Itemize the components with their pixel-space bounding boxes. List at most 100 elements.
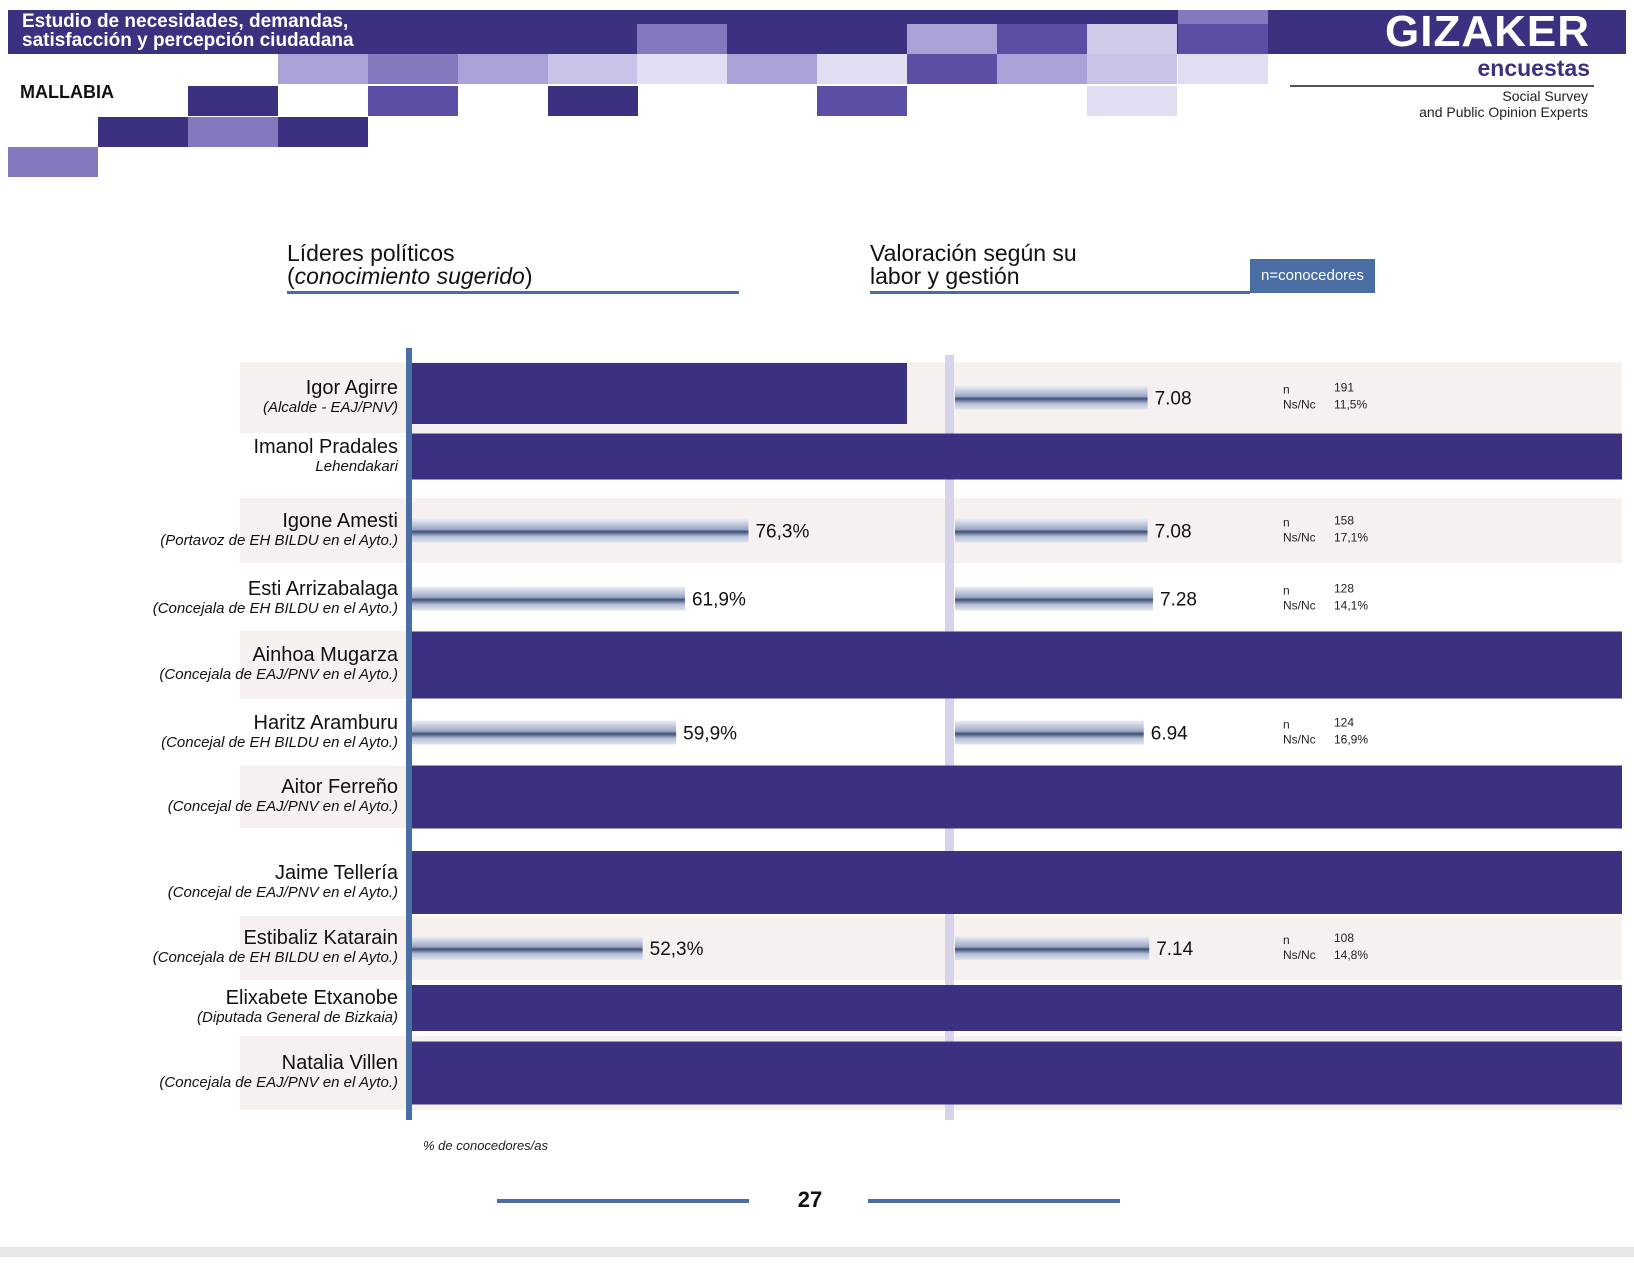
header-tile [817, 86, 907, 116]
left-section-title-line-2: (conocimiento sugerido) [287, 265, 532, 288]
rating-bar [955, 385, 1148, 410]
brand-tagline-line-2: and Public Opinion Experts [1419, 104, 1588, 120]
footer-rule-right [868, 1199, 1120, 1203]
header-tile [1087, 24, 1177, 54]
leader-role: (Alcalde - EAJ/PNV) [262, 398, 398, 416]
page-number: 27 [797, 1187, 823, 1212]
report-title-line-2: satisfacción y percepción ciudadana [22, 30, 354, 51]
leader-role: (Concejala de EH BILDU en el Ayto.) [152, 599, 398, 617]
nsnc-value: 17,1% [1334, 531, 1368, 545]
header-tile [278, 54, 368, 84]
n-label: n [1283, 933, 1290, 947]
rating-bar [955, 720, 1144, 745]
n-label: n [1283, 516, 1290, 530]
leader-role: (Concejala de EAJ/PNV en el Ayto.) [159, 1074, 398, 1091]
header-tile [907, 54, 997, 84]
brand-tagline-line-1: Social Survey [1502, 88, 1588, 104]
leader-name: Ainhoa Mugarza [252, 644, 398, 666]
leader-name: Igor Agirre [305, 376, 398, 399]
n-label: n [1283, 584, 1290, 598]
left-axis-line [406, 348, 412, 1120]
row-label: Elixabete Etxanobe (Diputada General de B… [100, 987, 398, 1026]
rating-value-label: 7.08 [1155, 389, 1192, 410]
nsnc-value: 14,1% [1334, 599, 1368, 613]
header-tile [188, 117, 278, 147]
rating-value-label: 7.08 [1155, 522, 1192, 543]
header-tile [907, 24, 997, 54]
left-section-title: Líderes políticos (conocimiento sugerido… [287, 242, 532, 288]
knowledge-value-label: 61,9% [692, 590, 746, 611]
right-axis-divider [945, 355, 954, 1120]
sample-badge: n=conocedores [1250, 259, 1375, 293]
header-tile [1178, 10, 1268, 24]
brand-tagline: Social Survey and Public Opinion Experts [1290, 88, 1588, 120]
header-tile [458, 54, 548, 84]
row-label: Igone Amesti (Portavoz de EH BILDU en el … [100, 510, 398, 549]
n-value: 108 [1334, 931, 1354, 945]
row-label: Estibaliz Katarain (Concejala de EH BILDU… [100, 927, 398, 966]
row-label: Jaime Tellería (Concejal de EAJ/PNV en el… [100, 862, 398, 901]
right-section-title-line-2: labor y gestión [870, 263, 1020, 289]
knowledge-value-label: 59,9% [683, 724, 737, 745]
leader-name: Jaime Tellería [274, 861, 398, 884]
rating-bar [955, 936, 1150, 960]
leader-role: (Concejal de EAJ/PNV en el Ayto.) [167, 798, 398, 815]
leader-name: Haritz Aramburu [253, 711, 399, 734]
n-value: 124 [1334, 716, 1354, 730]
leader-role: (Diputada General de Bizkaia) [197, 1009, 398, 1026]
row-label: Igor Agirre (Alcalde - EAJ/PNV) [100, 377, 398, 416]
right-section-title-line-1: Valoración según su [870, 240, 1077, 266]
redaction-block [412, 851, 1622, 914]
nsnc-value: 16,9% [1334, 733, 1368, 747]
leader-role: (Concejala de EH BILDU en el Ayto.) [152, 949, 398, 966]
right-section-rule [870, 291, 1250, 294]
leader-name: Elixabete Etxanobe [225, 987, 398, 1009]
brand-divider [1290, 85, 1594, 87]
report-title-line-1: Estudio de necesidades, demandas, [22, 11, 349, 32]
leader-name: Aitor Ferreño [281, 776, 398, 798]
header-tile [637, 24, 727, 54]
brand-logo-name: GIZAKER [1385, 7, 1590, 56]
row-label: Haritz Aramburu (Concejal de EH BILDU en … [100, 712, 398, 751]
leader-name: Imanol Pradales [253, 435, 398, 458]
header-tile [548, 86, 638, 116]
municipality-name: MALLABIA [20, 82, 114, 102]
left-section-title-italic: conocimiento sugerido [294, 263, 525, 289]
leader-name: Estibaliz Katarain [243, 927, 398, 949]
header-tile [817, 54, 907, 84]
header-tile [1178, 24, 1268, 54]
leader-role: (Concejala de EAJ/PNV en el Ayto.) [159, 666, 398, 683]
rating-bar [955, 586, 1154, 611]
header-tile [1087, 86, 1177, 116]
header-tile [278, 117, 368, 147]
rating-value-label: 6.94 [1151, 724, 1188, 745]
knowledge-bar [412, 936, 643, 960]
leader-role: (Portavoz de EH BILDU en el Ayto.) [160, 531, 398, 549]
paren-open: ( [287, 263, 295, 289]
n-label: n [1283, 383, 1290, 397]
n-label: n [1283, 718, 1290, 732]
row-label: Esti Arrizabalaga (Concejala de EH BILDU … [100, 578, 398, 617]
nsnc-value: 14,8% [1334, 948, 1368, 962]
rating-value-label: 7.28 [1160, 590, 1197, 611]
leader-name: Esti Arrizabalaga [247, 577, 398, 600]
axis-caption: % de conocedores/as [423, 1138, 549, 1153]
rating-bar [955, 518, 1148, 543]
nsnc-label: Ns/Nc [1283, 948, 1316, 962]
header-tile [637, 54, 727, 84]
leader-role: (Concejal de EH BILDU en el Ayto.) [161, 733, 398, 751]
knowledge-bar [412, 586, 685, 611]
row-label: Ainhoa Mugarza (Concejala de EAJ/PNV en e… [100, 644, 398, 683]
knowledge-value-label: 52,3% [650, 939, 704, 960]
header-tile [8, 147, 98, 177]
footer-rule-left [497, 1199, 749, 1203]
leader-name: Igone Amesti [282, 509, 398, 532]
header-tile [997, 24, 1087, 54]
report-title: Estudio de necesidades, demandas, satisf… [22, 12, 582, 50]
n-value: 191 [1334, 381, 1354, 395]
right-section-title: Valoración según su labor y gestión [870, 242, 1077, 288]
header-tile [1178, 54, 1268, 84]
row-label: Aitor Ferreño (Concejal de EAJ/PNV en el … [100, 776, 398, 815]
